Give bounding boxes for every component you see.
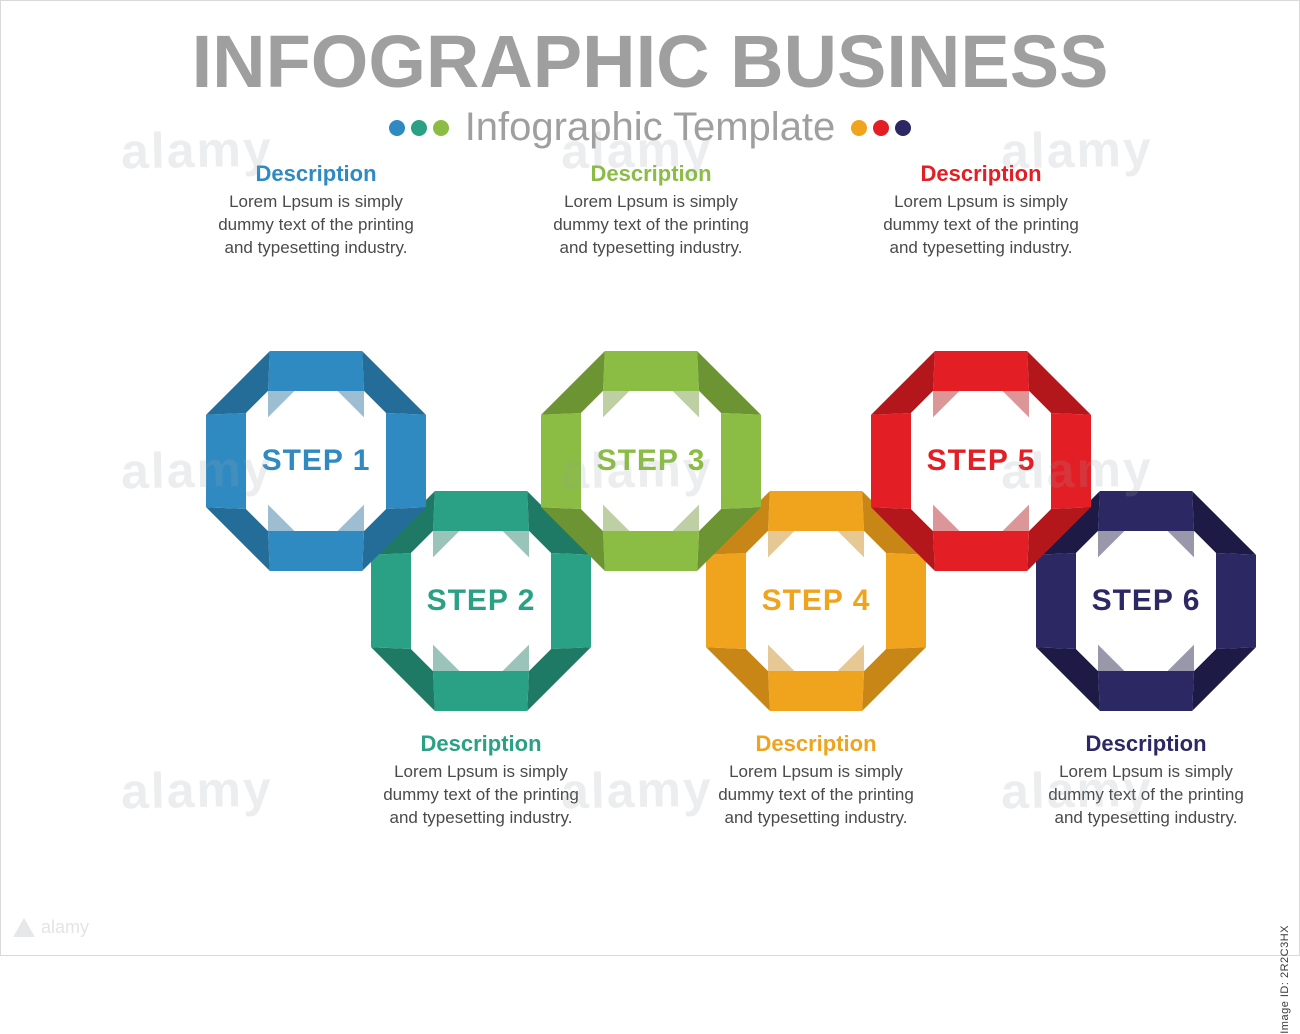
description-step-1: Description Lorem Lpsum is simply dummy … [206, 161, 426, 260]
alamy-triangle-icon [13, 918, 35, 937]
step-label-3: STEP 3 [541, 351, 761, 571]
infographic-canvas: INFOGRAPHIC BUSINESS Infographic Templat… [1, 1, 1299, 955]
description-step-3: Description Lorem Lpsum is simply dummy … [541, 161, 761, 260]
step-octagon-5: STEP 5 [871, 351, 1091, 571]
step-label-1: STEP 1 [206, 351, 426, 571]
accent-dot [895, 120, 911, 136]
watermark-logo: alamy [13, 917, 89, 938]
step-octagon-1: STEP 1 [206, 351, 426, 571]
subtitle-dots-left [389, 120, 449, 136]
description-heading: Description [1036, 731, 1256, 757]
watermark-logo-label: alamy [41, 917, 89, 938]
description-heading: Description [206, 161, 426, 187]
accent-dot [389, 120, 405, 136]
accent-dot [873, 120, 889, 136]
main-title: INFOGRAPHIC BUSINESS [1, 19, 1299, 104]
description-heading: Description [541, 161, 761, 187]
description-step-6: Description Lorem Lpsum is simply dummy … [1036, 731, 1256, 830]
accent-dot [433, 120, 449, 136]
description-body: Lorem Lpsum is simply dummy text of the … [1036, 761, 1256, 830]
description-body: Lorem Lpsum is simply dummy text of the … [706, 761, 926, 830]
description-body: Lorem Lpsum is simply dummy text of the … [541, 191, 761, 260]
description-step-2: Description Lorem Lpsum is simply dummy … [371, 731, 591, 830]
description-body: Lorem Lpsum is simply dummy text of the … [206, 191, 426, 260]
subtitle-text: Infographic Template [465, 105, 836, 150]
watermark-image-id: Image ID: 2R2C3HX [1279, 925, 1291, 1034]
watermark-text: alamy [121, 760, 274, 821]
accent-dot [411, 120, 427, 136]
subtitle-dots-right [851, 120, 911, 136]
description-step-4: Description Lorem Lpsum is simply dummy … [706, 731, 926, 830]
accent-dot [851, 120, 867, 136]
step-label-5: STEP 5 [871, 351, 1091, 571]
step-octagon-3: STEP 3 [541, 351, 761, 571]
description-step-5: Description Lorem Lpsum is simply dummy … [871, 161, 1091, 260]
description-heading: Description [706, 731, 926, 757]
description-body: Lorem Lpsum is simply dummy text of the … [871, 191, 1091, 260]
description-body: Lorem Lpsum is simply dummy text of the … [371, 761, 591, 830]
description-heading: Description [871, 161, 1091, 187]
description-heading: Description [371, 731, 591, 757]
subtitle-row: Infographic Template [1, 105, 1299, 150]
